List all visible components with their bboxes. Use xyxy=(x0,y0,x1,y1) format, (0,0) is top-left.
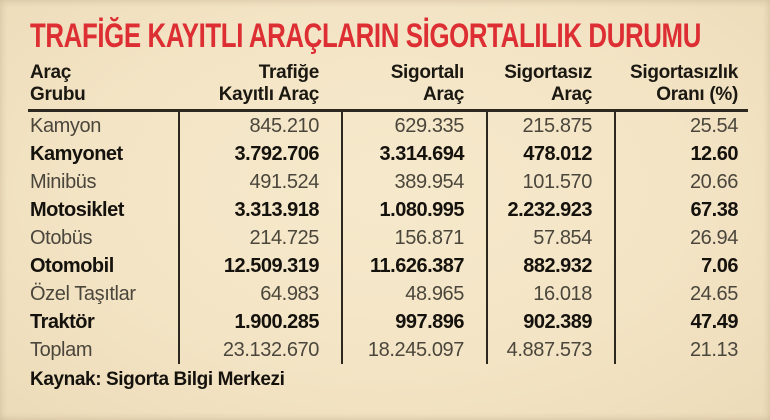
cell-vehicle-group: Minibüs xyxy=(30,171,97,193)
cell-insured: 11.626.387 xyxy=(341,252,486,280)
cell-registered: 12.509.319 xyxy=(178,252,341,280)
cell-rate: 25.54 xyxy=(614,112,748,140)
cell-registered: 1.900.285 xyxy=(178,308,341,336)
table-row: Otobüs 214.725 156.871 57.854 26.94 xyxy=(28,224,748,252)
cell-insured: 48.965 xyxy=(341,280,486,308)
cell-rate: 7.06 xyxy=(614,252,748,280)
cell-insured: 18.245.097 xyxy=(341,336,486,364)
header-uninsured: Sigortasız Araç xyxy=(486,62,614,106)
cell-vehicle-group: Motosiklet xyxy=(30,199,124,221)
cell-rate: 21.13 xyxy=(614,336,748,364)
cell-uninsured: 902.389 xyxy=(486,308,614,336)
cell-uninsured: 16.018 xyxy=(486,280,614,308)
header-line: Oranı (%) xyxy=(656,84,738,105)
table-row: Minibüs 491.524 389.954 101.570 20.66 xyxy=(28,168,748,196)
cell-registered: 491.524 xyxy=(178,168,341,196)
header-registered: Trafiğe Kayıtlı Araç xyxy=(178,62,341,106)
table-row: Otomobil 12.509.319 11.626.387 882.932 7… xyxy=(28,252,748,280)
header-uninsured-rate: Sigortasızlık Oranı (%) xyxy=(614,62,748,106)
cell-uninsured: 478.012 xyxy=(486,140,614,168)
cell-vehicle-group: Özel Taşıtlar xyxy=(30,283,136,305)
table-row: Kamyonet 3.792.706 3.314.694 478.012 12.… xyxy=(28,140,748,168)
cell-vehicle-group: Kamyonet xyxy=(30,143,123,165)
source-note: Kaynak: Sigorta Bilgi Merkezi xyxy=(30,369,285,390)
header-line: Kayıtlı Araç xyxy=(218,84,320,105)
cell-insured: 156.871 xyxy=(341,224,486,252)
header-line: Araç xyxy=(550,84,592,105)
cell-insured: 3.314.694 xyxy=(341,140,486,168)
header-vehicle-group: Araç Grubu xyxy=(28,62,178,106)
table-row: Motosiklet 3.313.918 1.080.995 2.232.923… xyxy=(28,196,748,224)
cell-registered: 845.210 xyxy=(178,112,341,140)
cell-rate: 26.94 xyxy=(614,224,748,252)
table-row: Traktör 1.900.285 997.896 902.389 47.49 xyxy=(28,308,748,336)
header-line: Trafiğe xyxy=(258,62,320,83)
cell-rate: 67.38 xyxy=(614,196,748,224)
insurance-table: Araç Grubu Trafiğe Kayıtlı Araç Sigortal… xyxy=(28,62,748,364)
page-title-text: TRAFİĞE KAYITLI ARAÇLARIN SİGORTALILIK D… xyxy=(30,17,701,55)
table-row: Özel Taşıtlar 64.983 48.965 16.018 24.65 xyxy=(28,280,748,308)
cell-vehicle-group: Kamyon xyxy=(30,115,101,137)
cell-rate: 47.49 xyxy=(614,308,748,336)
header-insured: Sigortalı Araç xyxy=(341,62,486,106)
header-line: Araç xyxy=(30,62,72,83)
cell-registered: 214.725 xyxy=(178,224,341,252)
cell-registered: 64.983 xyxy=(178,280,341,308)
cell-insured: 629.335 xyxy=(341,112,486,140)
cell-rate: 12.60 xyxy=(614,140,748,168)
table-header-row: Araç Grubu Trafiğe Kayıtlı Araç Sigortal… xyxy=(28,62,748,112)
cell-registered: 3.792.706 xyxy=(178,140,341,168)
cell-rate: 24.65 xyxy=(614,280,748,308)
cell-registered: 23.132.670 xyxy=(178,336,341,364)
cell-uninsured: 2.232.923 xyxy=(486,196,614,224)
cell-uninsured: 215.875 xyxy=(486,112,614,140)
table-body: Kamyon 845.210 629.335 215.875 25.54 Kam… xyxy=(28,112,748,364)
header-line: Sigortasızlık xyxy=(629,62,738,83)
cell-uninsured: 4.887.573 xyxy=(486,336,614,364)
cell-insured: 1.080.995 xyxy=(341,196,486,224)
header-line: Araç xyxy=(422,84,464,105)
cell-vehicle-group: Traktör xyxy=(30,311,95,333)
page-title: TRAFİĞE KAYITLI ARAÇLARIN SİGORTALILIK D… xyxy=(30,16,770,56)
header-line: Sigortalı xyxy=(390,62,465,83)
cell-vehicle-group: Toplam xyxy=(30,339,93,361)
cell-insured: 997.896 xyxy=(341,308,486,336)
header-line: Grubu xyxy=(30,84,86,105)
cell-uninsured: 882.932 xyxy=(486,252,614,280)
cell-uninsured: 57.854 xyxy=(486,224,614,252)
header-line: Sigortasız xyxy=(504,62,592,83)
table-row: Kamyon 845.210 629.335 215.875 25.54 xyxy=(28,112,748,140)
cell-insured: 389.954 xyxy=(341,168,486,196)
table-row: Toplam 23.132.670 18.245.097 4.887.573 2… xyxy=(28,336,748,364)
cell-vehicle-group: Otomobil xyxy=(30,255,114,277)
cell-uninsured: 101.570 xyxy=(486,168,614,196)
cell-rate: 20.66 xyxy=(614,168,748,196)
cell-vehicle-group: Otobüs xyxy=(30,227,93,249)
cell-registered: 3.313.918 xyxy=(178,196,341,224)
